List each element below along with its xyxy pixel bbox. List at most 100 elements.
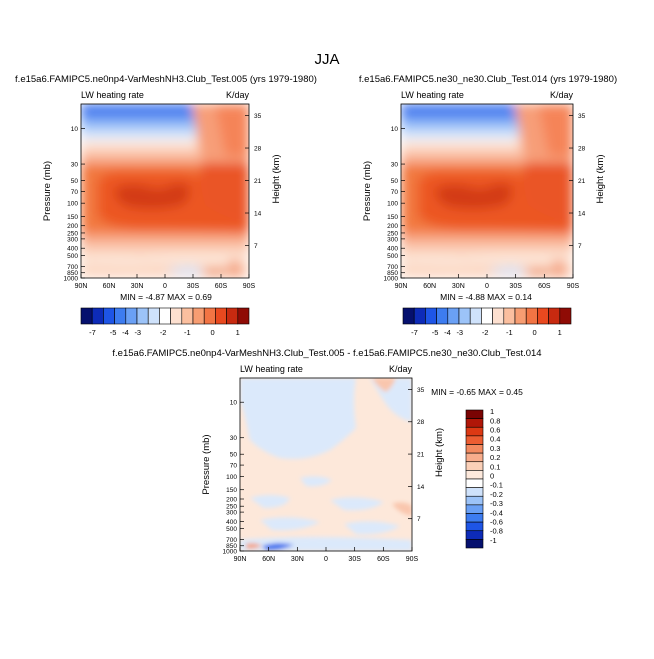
colorbar-swatch (465, 504, 484, 514)
panel-2-x-tick-label: 60N (423, 283, 436, 290)
colorbar-label: -0.8 (490, 527, 503, 536)
panel-1-y-tick-label: 50 (71, 178, 79, 185)
panel-2-height-tick-label: 21 (578, 178, 586, 185)
panel-3-y-axis-label: Pressure (mb) (201, 434, 212, 494)
panel-1-x-tick-label: 30N (131, 283, 144, 290)
panel-2-stats: MIN = -4.88 MAX = 0.14 (440, 292, 532, 302)
colorbar-label: 0 (532, 328, 536, 337)
panel-2-y-tick-label: 1000 (384, 275, 399, 282)
panel-3-colorbar: 10.80.60.40.30.20.10-0.1-0.2-0.3-0.4-0.6… (465, 407, 503, 549)
panel-3-x-tick-label: 0 (324, 556, 328, 563)
panel-2-height-tick-label: 7 (578, 243, 582, 250)
colorbar-swatch (465, 495, 484, 506)
colorbar-swatch (481, 307, 493, 325)
panel-1-height-tick-label: 35 (254, 113, 262, 120)
colorbar-swatch (170, 307, 183, 325)
panel-1-y-tick-label: 70 (71, 189, 79, 196)
colorbar-swatch (215, 307, 227, 325)
colorbar-label: -2 (482, 328, 489, 337)
panel-3-y-axis-right-label: Height (km) (434, 428, 445, 477)
colorbar-label: 0.2 (490, 453, 500, 462)
panel-3-height-tick-label: 35 (417, 387, 425, 394)
colorbar-label: 1 (490, 407, 494, 416)
colorbar-swatch (465, 409, 484, 419)
panel-3-height-tick-label: 28 (417, 419, 425, 426)
colorbar-swatch (537, 307, 549, 325)
panel-1-x-tick-label: 60S (215, 283, 228, 290)
colorbar-swatch (469, 307, 482, 325)
colorbar-label: -0.6 (490, 518, 503, 527)
colorbar-swatch (503, 307, 516, 325)
panel-1-height-tick-label: 7 (254, 243, 258, 250)
panel-1-x-tick-label: 0 (163, 283, 167, 290)
panel-1-y-tick-label: 850 (67, 270, 78, 277)
panel-2-x-tick-label: 0 (485, 283, 489, 290)
colorbar-swatch (465, 461, 484, 471)
panel-2-y-tick-label: 150 (387, 214, 398, 221)
panel-2-y-tick-label: 500 (387, 253, 398, 260)
panel-1-plot-area (81, 104, 249, 278)
colorbar-swatch (181, 307, 194, 325)
panel-3-x-tick-label: 30S (348, 556, 361, 563)
panel-2-y-tick-label: 30 (391, 161, 399, 168)
colorbar-swatch (492, 307, 505, 325)
colorbar-swatch (203, 307, 216, 325)
colorbar-swatch (465, 521, 484, 532)
panel-3-y-tick-label: 10 (230, 400, 238, 407)
panel-3-y-tick-label: 400 (226, 519, 237, 526)
colorbar-label: -0.4 (490, 508, 503, 517)
panel-1-y-axis-right-label: Height (km) (271, 154, 282, 203)
colorbar-swatch (103, 307, 115, 325)
colorbar-swatch (413, 307, 426, 325)
panel-3-plot-area (240, 378, 412, 551)
panel-3-y-tick-label: 300 (226, 510, 237, 517)
panel-3-units-label: K/day (389, 364, 413, 374)
panel-1-x-tick-label: 60N (103, 283, 116, 290)
colorbar-label: 1 (236, 328, 240, 337)
colorbar-swatch (548, 307, 561, 325)
panel-2-y-tick-label: 400 (387, 246, 398, 253)
colorbar-label: -2 (160, 328, 167, 337)
panel-1-y-tick-label: 500 (67, 253, 78, 260)
panel-1-y-tick-label: 700 (67, 264, 78, 271)
colorbar-swatch (525, 307, 538, 325)
colorbar-label: 0.8 (490, 416, 500, 425)
colorbar-swatch (125, 307, 138, 325)
panel-3-y-tick-label: 150 (226, 487, 237, 494)
panel-1-y-tick-label: 10 (71, 126, 79, 133)
colorbar-swatch (136, 307, 149, 325)
panel-3-variable-label: LW heating rate (240, 364, 303, 374)
colorbar-swatch (465, 513, 484, 523)
panel-3-x-tick-label: 60S (377, 556, 390, 563)
colorbar-label: 0.4 (490, 435, 500, 444)
colorbar-label: -1 (490, 536, 497, 545)
colorbar-swatch (465, 470, 484, 480)
panel-3-y-tick-label: 50 (230, 452, 238, 459)
colorbar-label: -5 (110, 328, 117, 337)
colorbar-swatch (465, 426, 484, 437)
panel-1-colorbar: -7 -5 -4 -3 -2 -1 0 1 (80, 307, 250, 337)
colorbar-label: -3 (456, 328, 463, 337)
panel-3-title: f.e15a6.FAMIPC5.ne0np4-VarMeshNH3.Club_T… (112, 348, 541, 359)
panel-2-units-label: K/day (550, 90, 574, 100)
panel-2-variable-label: LW heating rate (401, 90, 464, 100)
panel-2-y-axis-label: Pressure (mb) (362, 161, 373, 221)
panel-2-height-tick-label: 14 (578, 210, 586, 217)
panel-3-y-tick-label: 200 (226, 496, 237, 503)
panel-2-x-tick-label: 30S (509, 283, 522, 290)
colorbar-swatch (80, 307, 93, 325)
panel-1-y-tick-label: 300 (67, 236, 78, 243)
panel-1-y-tick-label: 30 (71, 161, 79, 168)
panel-2-x-tick-label: 30N (452, 283, 465, 290)
panel-1-y-tick-label: 100 (67, 201, 78, 208)
colorbar-swatch (402, 307, 415, 325)
colorbar-label: 0 (210, 328, 214, 337)
colorbar-swatch (465, 539, 484, 549)
colorbar-label: 0.6 (490, 426, 500, 435)
panel-2-y-tick-label: 10 (391, 126, 399, 133)
panel-2-title: f.e15a6.FAMIPC5.ne30_ne30.Club_Test.014 … (359, 74, 617, 85)
panel-1-units-label: K/day (226, 90, 250, 100)
panel-2-y-tick-label: 700 (387, 264, 398, 271)
panel-2-colorbar: -7 -5 -4 -3 -2 -1 0 1 (402, 307, 572, 337)
colorbar-label: 1 (558, 328, 562, 337)
